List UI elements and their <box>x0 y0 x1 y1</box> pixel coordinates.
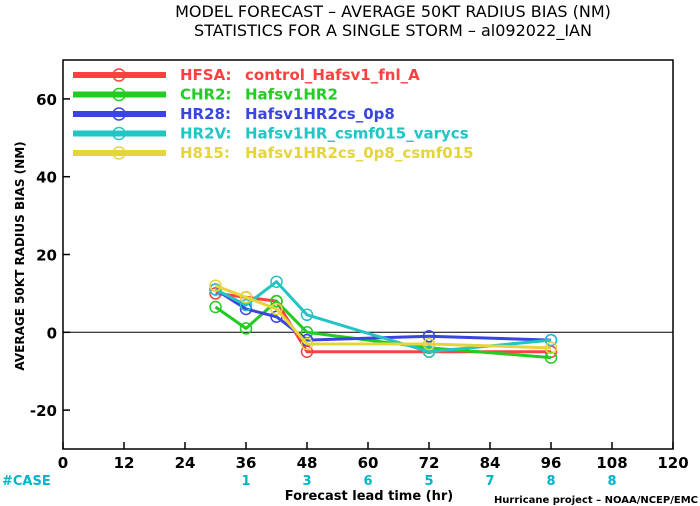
series-point <box>239 322 253 335</box>
legend-code: HFSA: <box>180 66 232 84</box>
legend-marker <box>112 87 126 102</box>
legend-entry: HR28: Hafsv1HR2cs_0p8 <box>73 105 395 123</box>
chart-title-line2: STATISTICS FOR A SINGLE STORM – al092022… <box>194 21 592 41</box>
x-tick-label: 12 <box>114 454 135 472</box>
series-point <box>209 279 222 292</box>
x-tick-label: 84 <box>480 454 501 472</box>
series-point <box>239 298 253 312</box>
legend-label: Hafsv1HR2cs_0p8 <box>245 105 395 123</box>
case-counts: 1 3 6 5 7 8 8 <box>241 474 616 489</box>
series-point <box>544 351 558 364</box>
legend-entry: HFSA: control_Hafsv1_fnl_A <box>73 66 420 84</box>
y-tick-label: -20 <box>30 402 57 420</box>
y-tick-label: 40 <box>36 169 57 187</box>
x-tick-label: 120 <box>657 454 688 472</box>
legend-entry: HR2V: Hafsv1HR_csmf015_varycs <box>73 125 469 143</box>
legend-code: CHR2: <box>180 86 232 104</box>
y-axis-label: AVERAGE 50KT RADIUS BIAS (NM) <box>13 141 27 370</box>
case-count: 6 <box>363 474 372 489</box>
x-tick-label: 60 <box>358 454 379 472</box>
series-line <box>214 299 552 360</box>
credit-text: Hurricane project – NOAA/NCEP/EMC <box>494 495 698 506</box>
x-tick-label: 24 <box>175 454 196 472</box>
series-4 <box>209 279 558 355</box>
legend-entry: CHR2: Hafsv1HR2 <box>73 86 338 104</box>
legend-label: Hafsv1HR_csmf015_varycs <box>245 125 469 143</box>
series-point <box>300 308 314 322</box>
series-point <box>422 337 436 351</box>
legend-code: H815: <box>180 144 230 162</box>
series-point <box>300 337 314 351</box>
legend-entry: H815: Hafsv1HR2cs_0p8_csmf015 <box>73 144 474 162</box>
case-label: #CASE <box>2 474 51 489</box>
series-3 <box>209 275 558 358</box>
legend-code: HR28: <box>180 105 231 123</box>
x-tick-label: 0 <box>58 454 68 472</box>
legend-label: Hafsv1HR2cs_0p8_csmf015 <box>245 144 474 162</box>
legend-marker <box>112 126 126 141</box>
series-point <box>544 333 558 347</box>
legend-marker <box>112 107 126 121</box>
case-count: 8 <box>607 474 616 489</box>
case-count: 7 <box>485 474 494 489</box>
legend-marker <box>112 68 126 82</box>
y-axis: -20 0 20 40 60 <box>30 91 70 420</box>
x-tick-label: 108 <box>596 454 627 472</box>
x-axis: 0 12 24 36 48 60 72 84 96 108 120 <box>58 442 689 472</box>
legend-label: control_Hafsv1_fnl_A <box>245 66 420 84</box>
series-point <box>270 302 283 316</box>
series-point <box>239 291 253 304</box>
legend-marker <box>112 146 126 160</box>
series-point <box>270 294 283 308</box>
case-count: 8 <box>546 474 555 489</box>
series-point <box>270 275 283 288</box>
case-count: 1 <box>241 474 250 489</box>
series-layer <box>209 275 558 364</box>
case-count: 3 <box>302 474 311 489</box>
legend-code: HR2V: <box>180 125 231 143</box>
series-point <box>544 341 558 355</box>
series-point <box>209 283 222 296</box>
y-tick-label: 60 <box>36 91 57 109</box>
y-tick-label: 0 <box>47 324 57 342</box>
x-tick-label: 72 <box>419 454 440 472</box>
legend-label: Hafsv1HR2 <box>245 86 338 104</box>
y-tick-label: 20 <box>36 247 57 265</box>
x-tick-label: 36 <box>236 454 257 472</box>
series-point <box>422 345 436 358</box>
x-tick-label: 48 <box>297 454 318 472</box>
series-point <box>422 329 436 343</box>
x-axis-label: Forecast lead time (hr) <box>285 489 453 504</box>
chart-title-line1: MODEL FORECAST – AVERAGE 50KT RADIUS BIA… <box>175 2 611 21</box>
case-count: 5 <box>424 474 433 489</box>
series-point <box>300 333 314 347</box>
series-point <box>209 300 222 314</box>
x-tick-label: 96 <box>541 454 562 472</box>
